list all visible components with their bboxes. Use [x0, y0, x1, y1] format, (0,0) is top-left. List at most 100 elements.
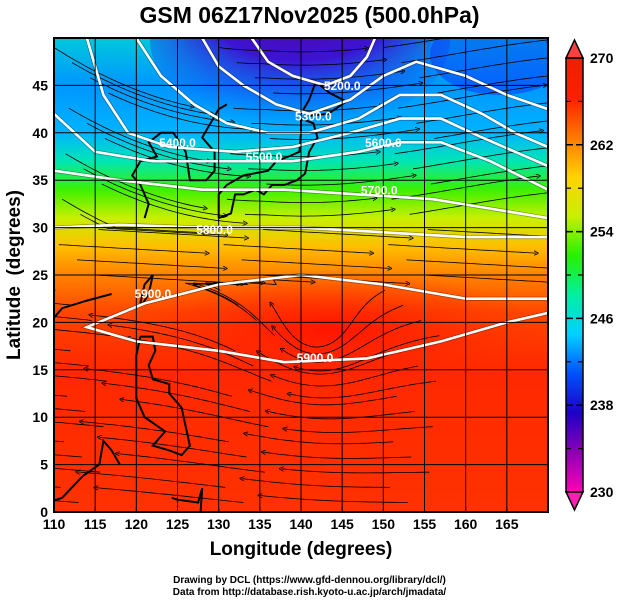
- colorbar-tick-label: 262: [590, 137, 614, 153]
- credit-data: Data from http://database.rish.kyoto-u.a…: [172, 587, 447, 598]
- contour-label: 5700.0: [361, 183, 398, 197]
- plot-area: 5200.0 5300.0 5400.0 5500.0 5600.0 5700.0 5800…: [54, 38, 548, 512]
- streamline: [54, 47, 192, 107]
- streamline: [254, 71, 403, 80]
- streamline: [90, 77, 232, 122]
- streamline: [419, 57, 548, 79]
- streamline: [71, 62, 213, 115]
- coastline: [171, 488, 204, 512]
- streamline: [54, 362, 89, 367]
- streamline: [86, 369, 232, 397]
- streamline: [289, 380, 437, 399]
- y-tick-label: 10: [32, 409, 48, 425]
- warm-high-region: [120, 270, 540, 390]
- contour-label: 5200.0: [324, 79, 361, 93]
- streamline: [54, 454, 83, 458]
- contour-line: [201, 38, 548, 116]
- contour-label: 5500.0: [246, 150, 283, 164]
- streamline: [250, 390, 397, 406]
- streamline: [65, 153, 206, 209]
- streamline: [267, 411, 415, 420]
- streamline: [77, 259, 225, 269]
- streamline: [244, 210, 393, 217]
- streamline: [242, 479, 390, 488]
- streamline: [78, 472, 226, 488]
- x-axis-ticks: 110 115 120 125 130 135 140 145 150 155 160 165: [43, 507, 519, 532]
- colorbar-tick-label: 238: [590, 397, 614, 413]
- streamline: [266, 176, 414, 186]
- coastline: [300, 79, 349, 117]
- y-tick-label: 25: [32, 267, 48, 283]
- gridlines: [54, 38, 548, 512]
- x-tick-label: 135: [248, 516, 272, 532]
- streamline: [98, 229, 247, 239]
- streamline: [263, 452, 412, 459]
- colorbar-tick-label: 230: [590, 484, 614, 500]
- streamline: [434, 120, 548, 139]
- x-tick-label: 145: [330, 516, 354, 532]
- streamline: [273, 365, 418, 387]
- streamline: [391, 176, 539, 200]
- contour-label: 5900.0: [297, 351, 334, 365]
- streamline: [54, 408, 86, 412]
- x-tick-label: 140: [289, 516, 313, 532]
- y-axis-title: Latitude (degrees): [4, 190, 25, 360]
- streamline: [251, 118, 400, 126]
- streamline: [272, 83, 421, 95]
- streamline: [437, 75, 548, 94]
- chart-title: GSM 06Z17Nov2025 (500.0hPa): [139, 2, 480, 28]
- streamline: [246, 434, 394, 445]
- y-tick-label: 5: [40, 457, 48, 473]
- y-tick-label: 45: [32, 77, 48, 93]
- streamline: [54, 329, 111, 337]
- streamline: [398, 85, 545, 109]
- streamline: [91, 315, 236, 352]
- chart-svg: 5200.0 5300.0 5400.0 5500.0 5600.0 5700.0 5800…: [4, 37, 614, 560]
- streamline: [273, 304, 404, 355]
- x-axis-title: Longitude (degrees): [210, 539, 393, 560]
- streamline: [241, 259, 390, 269]
- x-tick-label: 110: [43, 516, 66, 532]
- streamline: [206, 279, 313, 291]
- streamline: [383, 38, 448, 48]
- x-tick-label: 165: [495, 516, 519, 532]
- streamline: [54, 375, 107, 382]
- x-tick-label: 125: [166, 516, 190, 532]
- credits: Drawing by DCL (https://www.gfd-dennou.o…: [0, 575, 619, 599]
- streamline: [258, 351, 400, 375]
- colorbar: 270 262 254 246 238 230: [564, 38, 614, 512]
- streamline: [54, 467, 101, 473]
- streamline: [401, 40, 548, 63]
- streamline: [58, 244, 207, 254]
- streamline: [54, 316, 92, 321]
- credit-drawing: Drawing by DCL (https://www.gfd-dennou.o…: [173, 575, 446, 586]
- x-tick-label: 115: [84, 516, 107, 532]
- contour-line: [82, 273, 548, 364]
- y-tick-label: 35: [32, 172, 48, 188]
- contour-line: [54, 169, 548, 220]
- y-axis-ticks: 0 5 10 15 20 25 30 35 40 45: [32, 77, 48, 520]
- contour-line: [135, 38, 548, 149]
- streamline: [54, 486, 61, 488]
- streamline: [118, 454, 265, 473]
- streamline: [271, 289, 386, 348]
- contour-label: 5300.0: [295, 109, 332, 123]
- colorbar-tick-label: 270: [590, 50, 614, 66]
- coastline: [54, 293, 112, 319]
- streamline: [104, 138, 249, 177]
- x-tick-label: 130: [207, 516, 231, 532]
- streamline: [101, 183, 245, 223]
- contour-labels: 5200.0 5300.0 5400.0 5500.0 5600.0 5700.0 5800…: [134, 79, 402, 365]
- streamline: [412, 147, 548, 170]
- y-tick-label: 0: [40, 504, 48, 520]
- y-tick-label: 30: [32, 220, 48, 236]
- contour-label: 5900.0: [134, 287, 171, 301]
- streamline: [81, 422, 229, 443]
- streamline: [122, 400, 269, 428]
- streamline: [281, 469, 430, 474]
- streamline: [427, 229, 548, 237]
- streamline: [233, 106, 382, 112]
- streamline: [223, 244, 372, 254]
- streamline: [248, 164, 396, 171]
- streamline: [409, 192, 548, 215]
